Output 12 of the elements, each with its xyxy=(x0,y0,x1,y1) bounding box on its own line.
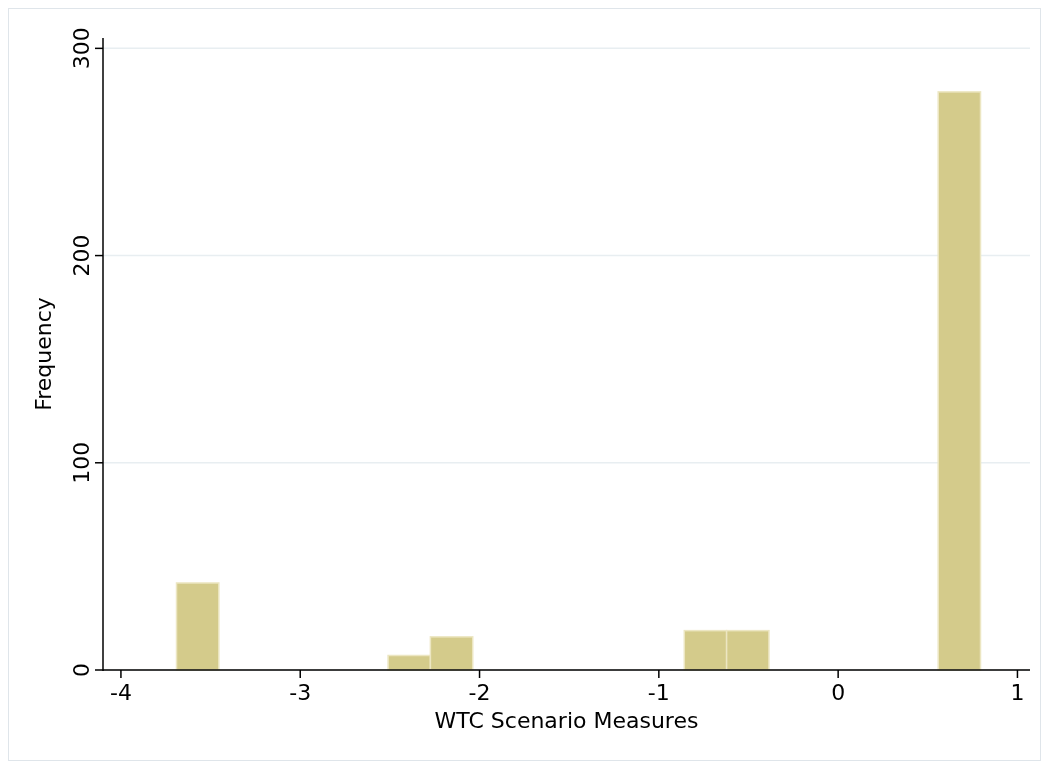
y-axis-title: Frequency xyxy=(31,297,56,411)
y-tick-label: 200 xyxy=(69,234,94,277)
x-tick-label: -4 xyxy=(109,680,132,705)
x-axis-title: WTC Scenario Measures xyxy=(434,708,699,733)
x-tick-label: -1 xyxy=(647,680,670,705)
y-tick-label: 0 xyxy=(69,663,94,677)
x-tick-label: -2 xyxy=(468,680,491,705)
x-tick-label: 1 xyxy=(1010,680,1025,705)
y-tick-label: 300 xyxy=(69,27,94,70)
x-tick-label: -3 xyxy=(289,680,312,705)
y-tick-label: 100 xyxy=(69,441,94,484)
x-tick-label: 0 xyxy=(831,680,846,705)
